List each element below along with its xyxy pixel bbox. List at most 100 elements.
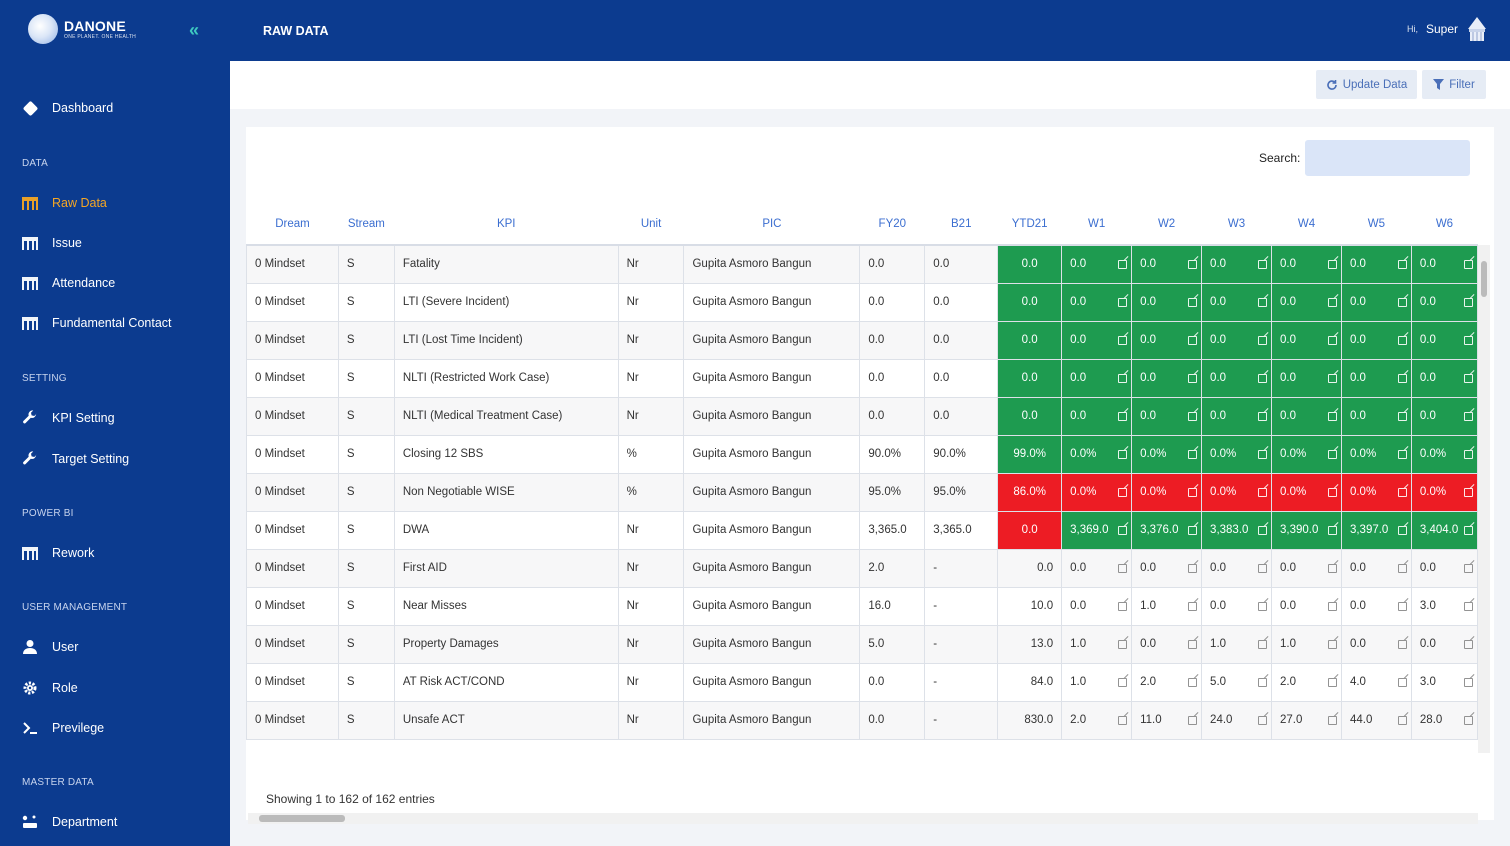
edit-icon[interactable] [1327, 563, 1337, 573]
column-header-w5[interactable]: W5 [1341, 204, 1412, 246]
edit-icon[interactable] [1258, 411, 1267, 421]
edit-icon[interactable] [1118, 677, 1128, 687]
edit-icon[interactable] [1464, 449, 1473, 459]
edit-icon[interactable] [1258, 487, 1267, 497]
edit-icon[interactable] [1464, 563, 1473, 573]
edit-icon[interactable] [1327, 373, 1337, 383]
edit-icon[interactable] [1258, 601, 1267, 611]
edit-icon[interactable] [1397, 449, 1407, 459]
collapse-sidebar-icon[interactable]: « [189, 20, 200, 40]
edit-icon[interactable] [1258, 677, 1267, 687]
edit-icon[interactable] [1258, 563, 1267, 573]
edit-icon[interactable] [1188, 411, 1198, 421]
edit-icon[interactable] [1118, 411, 1128, 421]
edit-icon[interactable] [1397, 525, 1407, 535]
column-header-w3[interactable]: W3 [1201, 204, 1272, 246]
column-header-dream[interactable]: Dream [246, 204, 339, 246]
edit-icon[interactable] [1464, 411, 1473, 421]
edit-icon[interactable] [1327, 677, 1337, 687]
update-data-button[interactable]: Update Data [1316, 70, 1417, 99]
sidebar-item-rework[interactable]: Rework [22, 545, 94, 561]
edit-icon[interactable] [1188, 677, 1198, 687]
filter-button[interactable]: Filter [1422, 70, 1486, 99]
column-header-w4[interactable]: W4 [1271, 204, 1342, 246]
edit-icon[interactable] [1118, 715, 1128, 725]
edit-icon[interactable] [1258, 259, 1267, 269]
edit-icon[interactable] [1188, 639, 1198, 649]
edit-icon[interactable] [1397, 373, 1407, 383]
edit-icon[interactable] [1188, 715, 1198, 725]
edit-icon[interactable] [1258, 335, 1267, 345]
column-header-w2[interactable]: W2 [1131, 204, 1202, 246]
column-header-kpi[interactable]: KPI [394, 204, 619, 246]
sidebar-item-raw-data[interactable]: Raw Data [22, 195, 107, 211]
edit-icon[interactable] [1118, 335, 1128, 345]
edit-icon[interactable] [1258, 373, 1267, 383]
edit-icon[interactable] [1397, 487, 1407, 497]
edit-icon[interactable] [1327, 639, 1337, 649]
sidebar-item-fundamental-contact[interactable]: Fundamental Contact [22, 315, 172, 331]
column-header-ytd21[interactable]: YTD21 [997, 204, 1062, 246]
edit-icon[interactable] [1464, 259, 1473, 269]
edit-icon[interactable] [1397, 335, 1407, 345]
sidebar-item-role[interactable]: Role [22, 680, 78, 696]
sidebar-item-target-setting[interactable]: Target Setting [22, 451, 129, 467]
column-header-fy20[interactable]: FY20 [859, 204, 925, 246]
edit-icon[interactable] [1118, 525, 1128, 535]
edit-icon[interactable] [1397, 411, 1407, 421]
edit-icon[interactable] [1118, 449, 1128, 459]
edit-icon[interactable] [1327, 411, 1337, 421]
sidebar-item-kpi-setting[interactable]: KPI Setting [22, 410, 115, 426]
edit-icon[interactable] [1118, 373, 1128, 383]
edit-icon[interactable] [1464, 487, 1473, 497]
edit-icon[interactable] [1397, 601, 1407, 611]
column-header-w1[interactable]: W1 [1061, 204, 1132, 246]
edit-icon[interactable] [1327, 715, 1337, 725]
edit-icon[interactable] [1397, 259, 1407, 269]
edit-icon[interactable] [1327, 449, 1337, 459]
user-menu[interactable]: Hi, Super [1407, 16, 1488, 42]
edit-icon[interactable] [1118, 259, 1128, 269]
edit-icon[interactable] [1464, 639, 1473, 649]
sidebar-item-user[interactable]: User [22, 639, 78, 655]
edit-icon[interactable] [1188, 487, 1198, 497]
sidebar-item-dashboard[interactable]: Dashboard [22, 100, 113, 116]
edit-icon[interactable] [1188, 563, 1198, 573]
edit-icon[interactable] [1464, 373, 1473, 383]
edit-icon[interactable] [1464, 601, 1473, 611]
edit-icon[interactable] [1118, 487, 1128, 497]
edit-icon[interactable] [1188, 335, 1198, 345]
edit-icon[interactable] [1258, 639, 1267, 649]
edit-icon[interactable] [1188, 373, 1198, 383]
horizontal-scrollbar[interactable] [248, 813, 1478, 824]
column-header-stream[interactable]: Stream [338, 204, 395, 246]
edit-icon[interactable] [1327, 601, 1337, 611]
brand-logo[interactable]: DANONE ONE PLANET. ONE HEALTH [28, 14, 136, 44]
edit-icon[interactable] [1258, 715, 1267, 725]
edit-icon[interactable] [1118, 563, 1128, 573]
edit-icon[interactable] [1397, 677, 1407, 687]
edit-icon[interactable] [1397, 715, 1407, 725]
edit-icon[interactable] [1397, 563, 1407, 573]
sidebar-item-department[interactable]: Department [22, 814, 117, 830]
edit-icon[interactable] [1327, 259, 1337, 269]
edit-icon[interactable] [1327, 525, 1337, 535]
sidebar-item-attendance[interactable]: Attendance [22, 275, 115, 291]
column-header-pic[interactable]: PIC [683, 204, 860, 246]
edit-icon[interactable] [1397, 297, 1407, 307]
column-header-b21[interactable]: B21 [924, 204, 998, 246]
edit-icon[interactable] [1327, 487, 1337, 497]
edit-icon[interactable] [1188, 297, 1198, 307]
edit-icon[interactable] [1464, 715, 1473, 725]
raw-data-table-wrapper[interactable]: Dream Stream KPI Unit PIC FY20 B21 YTD21 W1 W2 W3 W… [246, 204, 1478, 800]
sidebar-item-previlege[interactable]: Previlege [22, 720, 104, 736]
edit-icon[interactable] [1397, 639, 1407, 649]
edit-icon[interactable] [1258, 297, 1267, 307]
edit-icon[interactable] [1118, 601, 1128, 611]
vertical-scrollbar[interactable] [1478, 245, 1490, 753]
edit-icon[interactable] [1464, 525, 1473, 535]
edit-icon[interactable] [1464, 335, 1473, 345]
edit-icon[interactable] [1327, 335, 1337, 345]
sidebar-item-issue[interactable]: Issue [22, 235, 82, 251]
edit-icon[interactable] [1188, 449, 1198, 459]
